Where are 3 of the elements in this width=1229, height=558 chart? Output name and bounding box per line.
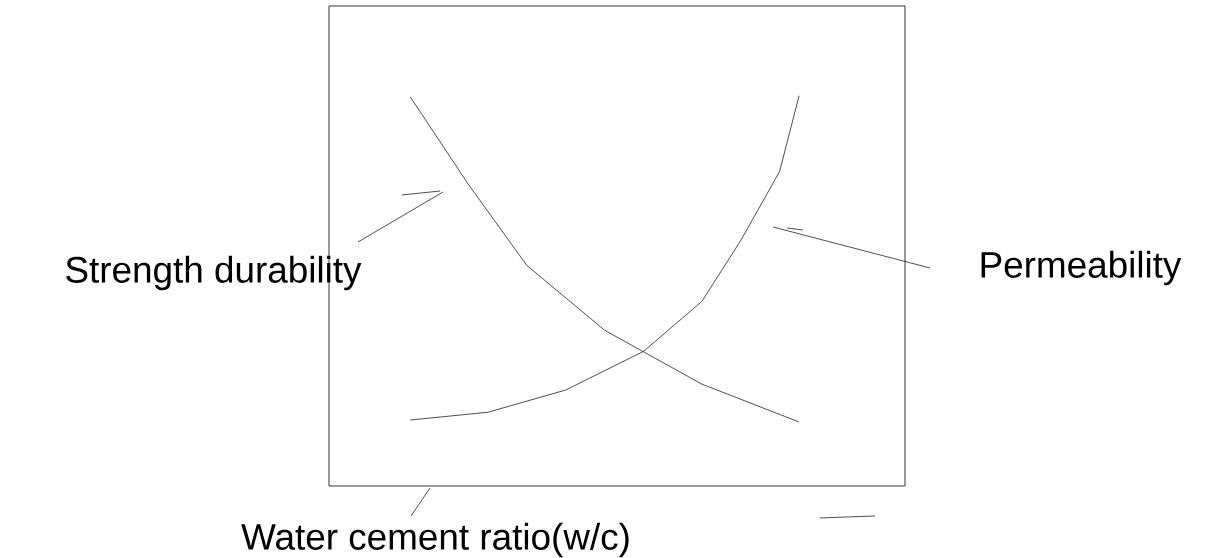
x-axis-title: Water cement ratio(w/c) bbox=[241, 522, 629, 558]
text: Strength durability bbox=[66, 255, 362, 291]
legend-label: Permeability bbox=[981, 250, 1182, 286]
